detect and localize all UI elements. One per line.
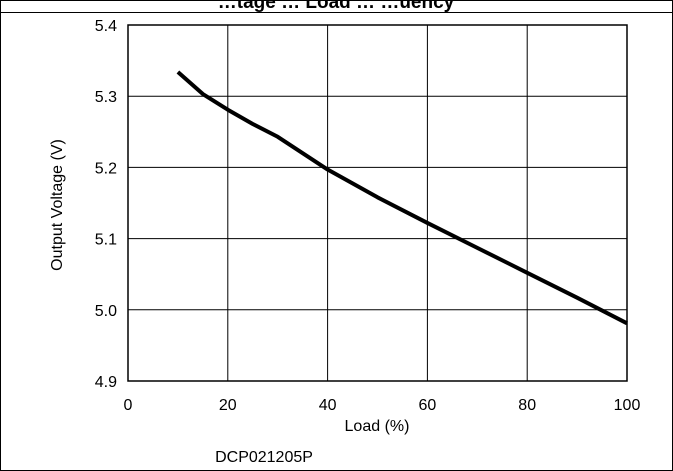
y-axis-label: Output Voltage (V): [49, 139, 66, 271]
y-tick-label: 4.9: [95, 374, 117, 391]
x-tick-label: 100: [614, 397, 641, 414]
x-axis-label: Load (%): [345, 418, 410, 435]
series-line: [176, 70, 628, 326]
y-tick-label: 5.1: [95, 232, 117, 249]
y-axis-ticks: 4.9 5.0 5.1 5.2 5.3 5.4: [95, 18, 117, 391]
x-tick-label: 80: [518, 397, 536, 414]
plot-area-frame: [127, 24, 628, 382]
x-axis-ticks: 0 20 40 60 80 100: [124, 397, 641, 414]
chart-caption: DCP021205P: [215, 449, 313, 466]
y-tick-label: 5.3: [95, 89, 117, 106]
grid: [128, 25, 627, 381]
x-tick-label: 20: [219, 397, 237, 414]
y-tick-label: 5.4: [95, 18, 117, 35]
x-tick-label: 40: [319, 397, 337, 414]
y-tick-label: 5.0: [95, 303, 117, 320]
x-tick-label: 60: [419, 397, 437, 414]
chart-title: …tage … Load … …uency: [218, 0, 455, 13]
x-tick-label: 0: [124, 397, 133, 414]
y-tick-label: 5.2: [95, 160, 117, 177]
